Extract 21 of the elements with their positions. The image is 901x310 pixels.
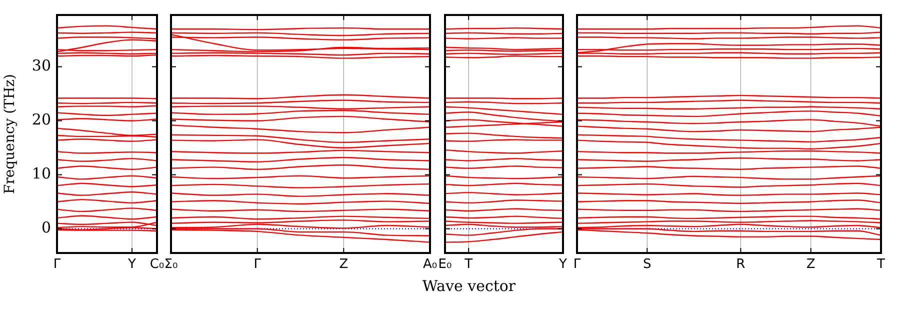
- x-tick-label: E₀: [438, 257, 452, 272]
- x-tick-label: S: [643, 257, 652, 272]
- x-tick-label: T: [876, 257, 886, 272]
- x-tick-label: Y: [127, 257, 136, 272]
- x-tick-label: Γ: [573, 257, 582, 272]
- x-tick-label: C₀: [150, 257, 164, 272]
- x-tick-label: Y: [558, 257, 568, 272]
- y-tick-label: 0: [41, 218, 51, 237]
- y-axis-title: Frequency (THz): [2, 74, 18, 194]
- x-tick-label: Γ: [254, 257, 262, 272]
- x-tick-label: A₀: [422, 257, 438, 272]
- x-tick-label: Z: [339, 257, 348, 272]
- x-tick-label: Z: [806, 257, 816, 272]
- y-tick-label: 20: [32, 110, 51, 129]
- x-tick-label: Σ₀: [164, 257, 178, 272]
- x-tick-label: R: [736, 257, 746, 272]
- y-tick-label: 10: [32, 164, 51, 183]
- x-tick-label: Γ: [53, 257, 62, 272]
- x-axis-title: Wave vector: [422, 277, 516, 295]
- y-tick-label: 30: [32, 56, 51, 75]
- x-tick-label: T: [464, 257, 473, 272]
